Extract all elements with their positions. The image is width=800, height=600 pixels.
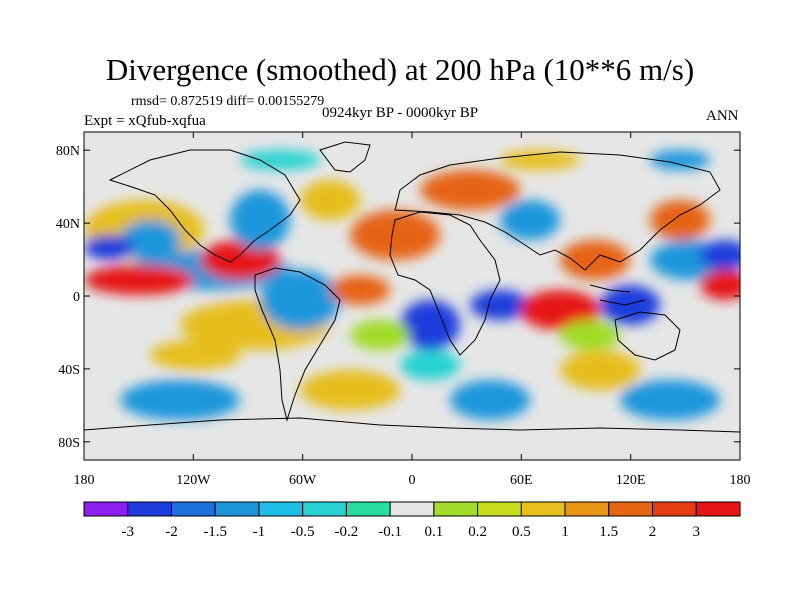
colorbar-swatch [652, 501, 697, 517]
divergence-field [84, 132, 740, 460]
colorbar-swatch [433, 501, 479, 517]
colorbar-label: -1.5 [203, 524, 227, 540]
stats-line: rmsd= 0.872519 diff= 0.00155279 [131, 94, 325, 109]
field-contour-patch [120, 220, 180, 260]
colorbar-label: -3 [121, 524, 134, 540]
field-contour-patch [500, 150, 580, 170]
coastline-north-america [108, 149, 301, 263]
lat-tick-label: 80S [58, 436, 80, 451]
lon-tick-label: 120E [616, 473, 646, 488]
colorbar-swatch [258, 501, 304, 517]
colorbar-label: 1.5 [599, 524, 618, 540]
coastline-greenland [319, 141, 371, 173]
lat-tick-label: 80N [56, 144, 80, 159]
field-contour-patch [470, 290, 530, 320]
lon-tick-label: 180 [730, 473, 751, 488]
field-contour-patch [420, 170, 520, 210]
map-title: Divergence (smoothed) at 200 hPa (10**6 … [105, 52, 695, 87]
colorbar-swatch [608, 501, 654, 517]
field-contour-patch [300, 370, 400, 410]
coastline-australia [614, 311, 681, 361]
field-contour-patch [84, 265, 194, 295]
field-contour-patch [620, 380, 720, 420]
colorbar-label: -0.2 [335, 524, 359, 540]
colorbar-swatch [170, 501, 216, 517]
period-label: 0924kyr BP - 0000kyr BP [322, 105, 479, 121]
field-contour-patch [300, 180, 360, 220]
field-contour-patch [330, 275, 390, 305]
experiment-label: Expt = xQfub-xqfua [84, 113, 206, 129]
lat-tick-label: 40N [56, 217, 80, 232]
field-contour-patch [84, 235, 134, 260]
field-contour-patch [650, 150, 710, 170]
colorbar-swatch [127, 501, 172, 517]
lon-tick-label: 180 [74, 473, 95, 488]
colorbar-swatch [520, 501, 566, 517]
field-contour-patch [350, 320, 410, 350]
lon-tick-label: 0 [409, 473, 416, 488]
field-contour-patch [700, 270, 740, 300]
lon-tick-label: 120W [176, 473, 211, 488]
lon-tick-label: 60E [510, 473, 533, 488]
coastline-eurasia [394, 151, 721, 271]
field-contour-patch [400, 300, 460, 350]
colorbar-label: 1 [561, 524, 569, 540]
colorbar-label: -0.1 [378, 524, 402, 540]
colorbar-swatch [695, 501, 741, 517]
colorbar-swatch [477, 501, 522, 517]
lat-tick-label: 40S [58, 363, 80, 378]
colorbar-swatch [389, 501, 435, 517]
colorbar-swatch [83, 501, 129, 517]
colorbar-label: -0.5 [291, 524, 315, 540]
field-contour-patch [400, 350, 460, 380]
colorbar-label: 0.1 [424, 524, 443, 540]
colorbar [83, 501, 741, 517]
colorbar-swatch [302, 501, 347, 517]
field-contour-patch [520, 290, 600, 330]
field-contour-patch [650, 200, 710, 240]
colorbar-swatch [564, 501, 610, 517]
colorbar-label: 3 [693, 524, 701, 540]
coastline-africa [389, 211, 501, 356]
season-label: ANN [706, 108, 739, 124]
field-contour-patch [600, 285, 660, 325]
field-contour-patch [500, 200, 560, 240]
coastline-antarctica [84, 417, 740, 433]
field-contour-patch [240, 150, 320, 170]
colorbar-label: 0.5 [512, 524, 531, 540]
colorbar-swatch [345, 501, 391, 517]
field-contour-patch [560, 350, 640, 390]
field-contour-patch [230, 190, 290, 250]
field-contour-patch [560, 320, 620, 350]
lon-tick-label: 60W [289, 473, 317, 488]
colorbar-label: -1 [253, 524, 266, 540]
field-contour-patch [120, 380, 240, 420]
coastline-indonesia [589, 284, 646, 306]
field-contour-patch [700, 240, 740, 270]
field-contour-patch [350, 210, 440, 260]
lat-tick-label: 0 [73, 290, 80, 305]
colorbar-label: 0.2 [468, 524, 487, 540]
colorbar-swatch [214, 501, 260, 517]
field-contour-patch [150, 340, 240, 370]
field-contour-patch [450, 380, 530, 420]
coastline-south-america [254, 267, 341, 422]
colorbar-label: -2 [165, 524, 178, 540]
coastlines [84, 141, 740, 433]
colorbar-label: 2 [649, 524, 657, 540]
field-contour-patch [260, 270, 340, 330]
